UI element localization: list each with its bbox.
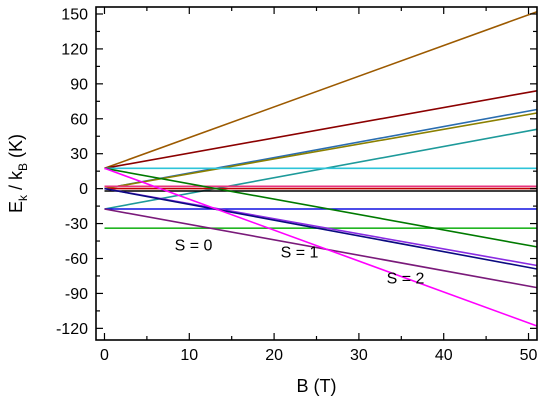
annotation-label: S = 1 (281, 245, 319, 262)
y-axis-title-main: E (6, 201, 26, 213)
x-tick-label: 40 (435, 347, 453, 364)
x-tick-label: 30 (350, 347, 368, 364)
x-tick-label: 0 (100, 347, 109, 364)
series-line-1 (104, 10, 538, 170)
y-tick-label: 60 (70, 111, 88, 128)
series-layer (104, 10, 538, 327)
series-line-4 (104, 112, 538, 190)
y-axis-title-tail: (K) (6, 134, 26, 163)
series-line-15 (104, 208, 538, 289)
x-axis-title: B (T) (297, 376, 337, 396)
y-tick-label: -120 (56, 321, 88, 338)
annotation-layer: S = 0 S = 1 S = 2 (175, 238, 425, 288)
y-tick-label: 0 (79, 181, 88, 198)
annotation-label: S = 0 (175, 238, 213, 255)
y-tick-label: -90 (65, 286, 88, 303)
y-axis-title-sub1: k (16, 194, 30, 201)
annotation-label: S = 2 (387, 270, 425, 287)
y-axis-title-sub2: B (16, 163, 30, 171)
series-line-16 (104, 167, 538, 327)
y-axis-title-mid: / k (6, 170, 26, 195)
y-tick-label: 150 (61, 6, 88, 23)
y-tick-label: -60 (65, 251, 88, 268)
plot-frame (95, 6, 538, 341)
x-tick-label: 50 (520, 347, 538, 364)
x-tick-label: 10 (180, 347, 198, 364)
x-tick-label: 20 (265, 347, 283, 364)
y-tick-label: 90 (70, 76, 88, 93)
series-line-5 (104, 128, 538, 210)
y-tick-label: -30 (65, 216, 88, 233)
series-line-2 (104, 90, 538, 170)
series-line-12 (104, 167, 538, 248)
y-tick-label: 30 (70, 146, 88, 163)
tick-layer: 0 10 20 30 40 50 150 120 90 60 30 0 -30 -60 -90 -120 (56, 6, 538, 364)
series-line-14 (104, 187, 538, 270)
y-axis-title: Ek / kB (K) (6, 134, 30, 213)
y-tick-label: 120 (61, 41, 88, 58)
